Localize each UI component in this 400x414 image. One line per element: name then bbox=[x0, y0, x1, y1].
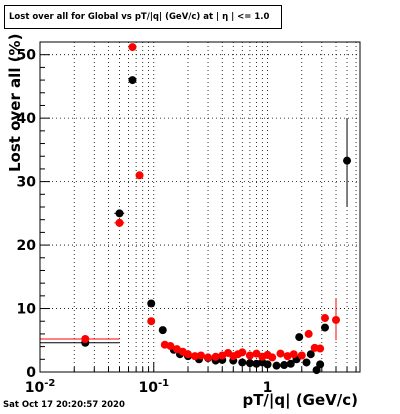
data-point bbox=[304, 329, 313, 338]
data-point bbox=[343, 156, 352, 165]
data-point bbox=[128, 76, 137, 85]
data-point bbox=[263, 360, 272, 369]
data-point bbox=[316, 344, 325, 353]
data-point bbox=[147, 317, 156, 326]
x-axis-label: pT/|q| (GeV/c) bbox=[242, 391, 358, 410]
plot-frame bbox=[39, 41, 361, 373]
data-point bbox=[302, 358, 311, 367]
data-point bbox=[316, 360, 325, 369]
data-point bbox=[320, 314, 329, 323]
data-point bbox=[306, 350, 315, 359]
data-point bbox=[196, 351, 205, 360]
x-tick-label: 10-1 bbox=[138, 378, 169, 396]
data-point bbox=[166, 341, 175, 350]
data-point bbox=[135, 171, 144, 180]
chart-title: Lost over all for Global vs pT/|q| (GeV/… bbox=[4, 5, 282, 29]
series bbox=[40, 43, 352, 375]
y-tick-label: 20 bbox=[17, 238, 37, 254]
y-tick-label: 0 bbox=[26, 365, 36, 381]
y-axis-label: Lost over all (%) bbox=[6, 34, 24, 172]
x-tick-label: 10-2 bbox=[25, 378, 56, 396]
y-tick-label: 30 bbox=[17, 175, 37, 191]
timestamp: Sat Oct 17 20:20:57 2020 bbox=[3, 400, 125, 410]
y-tick-label: 10 bbox=[17, 302, 37, 318]
data-point bbox=[238, 358, 247, 367]
data-point bbox=[245, 359, 254, 368]
data-point bbox=[320, 323, 329, 332]
grid bbox=[39, 42, 360, 372]
data-point bbox=[276, 349, 285, 358]
data-point bbox=[286, 359, 295, 368]
data-point bbox=[297, 351, 306, 360]
data-point bbox=[81, 335, 90, 343]
data-point bbox=[158, 326, 167, 335]
data-point bbox=[332, 315, 341, 324]
data-point bbox=[268, 353, 277, 362]
data-point bbox=[128, 43, 137, 52]
data-point bbox=[238, 348, 247, 357]
data-point bbox=[211, 352, 220, 361]
data-point bbox=[295, 333, 304, 342]
data-point bbox=[283, 352, 292, 361]
data-point bbox=[147, 299, 156, 308]
data-point bbox=[190, 352, 199, 361]
y-tick-label: 40 bbox=[17, 111, 37, 127]
data-point bbox=[280, 361, 289, 370]
axes: 0 10 20 30 40 50 10-2 10-1 1 bbox=[17, 41, 357, 396]
x-tick-label: 1 bbox=[263, 380, 273, 396]
data-point bbox=[245, 351, 254, 360]
data-point bbox=[289, 350, 298, 359]
data-point bbox=[115, 218, 124, 227]
data-point bbox=[184, 350, 193, 359]
data-point bbox=[272, 361, 281, 370]
y-tick-label: 50 bbox=[17, 48, 37, 64]
data-point bbox=[115, 209, 124, 218]
data-point bbox=[204, 353, 213, 362]
